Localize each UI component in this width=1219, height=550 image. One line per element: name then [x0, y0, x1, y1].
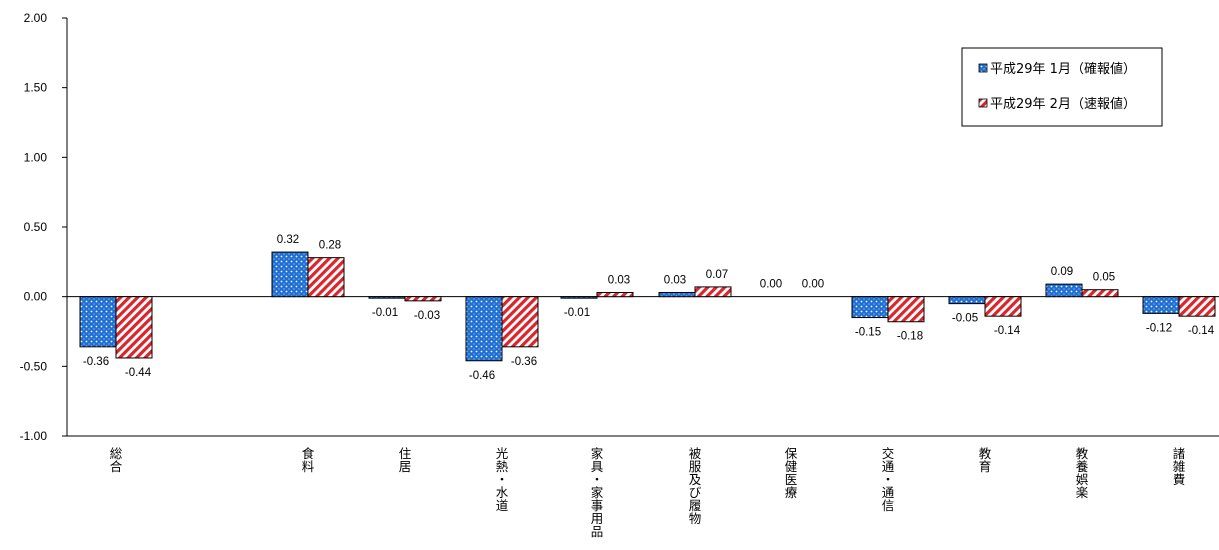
data-labels: -0.36 -0.44 0.32 0.28 -0.01 -0.03 -0.46 -0.36 -0… [83, 234, 1215, 382]
category-label: 食料 [302, 446, 315, 474]
category-label: 総合 [110, 446, 123, 474]
bar-series-2 [887, 296, 925, 323]
category-label: 諸雑費 [1173, 446, 1186, 487]
category-label: 家具・家事用品 [591, 446, 604, 539]
data-label-series-1: -0.01 [372, 307, 398, 319]
y-tick-label: 0.00 [24, 290, 48, 304]
data-label-series-2: 0.00 [802, 279, 824, 291]
bar-series-1 [948, 296, 986, 305]
data-label-series-1: 0.09 [1051, 266, 1073, 278]
bar-series-2 [984, 296, 1022, 317]
category-label: 教養娯楽 [1076, 446, 1089, 500]
data-label-series-2: -0.44 [125, 367, 152, 379]
y-tick-label: -0.50 [20, 359, 48, 373]
data-label-series-2: 0.03 [608, 274, 630, 286]
data-label-series-2: -0.14 [994, 325, 1021, 337]
bar-series-2 [1081, 289, 1119, 298]
category-label: 交通・通信 [882, 446, 895, 513]
data-label-series-2: -0.14 [1188, 325, 1215, 337]
y-tick-label: -1.00 [20, 429, 48, 443]
legend-swatch-s2 [978, 98, 988, 108]
bar-series-1 [560, 296, 598, 299]
bar-series-1 [658, 291, 696, 298]
data-label-series-2: -0.36 [511, 356, 537, 368]
category-label: 保健医療 [785, 446, 798, 500]
data-label-series-2: 0.28 [319, 240, 341, 252]
bar-series-2 [694, 286, 732, 298]
y-tick-label: 0.50 [24, 220, 48, 234]
bar-series-2 [115, 296, 153, 359]
category-label: 教育 [979, 446, 992, 474]
data-label-series-1: -0.36 [83, 356, 109, 368]
y-tick-label: 2.00 [24, 11, 48, 25]
data-label-series-1: -0.15 [855, 327, 881, 339]
bar-series-1 [1045, 283, 1083, 298]
data-label-series-1: -0.12 [1146, 322, 1172, 334]
legend-label-s1: 平成29年 1月（確報値） [990, 61, 1136, 77]
legend: 平成29年 1月（確報値） 平成29年 2月（速報値） [961, 47, 1163, 127]
category-labels: 総合 食料 住居 光熱・水道 家具・家事用品 被服及び履物 保健医療 交通・通信 教育 教養娯楽 諸… [110, 446, 1186, 539]
category-label: 光熱・水道 [496, 446, 509, 513]
bar-series-2 [1178, 296, 1216, 317]
legend-label-s2: 平成29年 2月（速報値） [990, 96, 1136, 112]
y-tick-label: 1.00 [24, 150, 48, 164]
y-tick-label: 1.50 [24, 81, 48, 95]
bar-series-1 [465, 296, 503, 362]
bar-series-1 [1142, 296, 1180, 314]
legend-swatch-s1 [978, 63, 988, 73]
data-label-series-2: -0.03 [414, 310, 440, 322]
data-label-series-1: 0.00 [760, 279, 782, 291]
bar-series-1 [271, 251, 309, 298]
data-label-series-2: 0.07 [706, 269, 728, 281]
data-label-series-1: -0.01 [564, 307, 590, 319]
axes: 2.00 1.50 1.00 0.50 0.00 -0.50 -1.00 [20, 11, 1219, 443]
data-label-series-2: 0.05 [1093, 272, 1115, 284]
legend-box [961, 47, 1163, 127]
data-label-series-1: -0.46 [469, 370, 495, 382]
bar-series-2 [307, 257, 345, 298]
bar-series-1 [851, 296, 889, 319]
category-label: 被服及び履物 [689, 446, 702, 526]
data-label-series-1: 0.03 [664, 274, 686, 286]
bar-series-2 [404, 296, 442, 302]
data-label-series-1: 0.32 [277, 234, 299, 246]
data-label-series-2: -0.18 [897, 331, 923, 343]
data-label-series-1: -0.05 [952, 313, 978, 325]
bar-series-1 [368, 296, 406, 299]
bar-series-2 [596, 291, 634, 298]
bar-series-2 [501, 296, 539, 348]
bars [79, 251, 1216, 362]
category-label: 住居 [399, 446, 412, 474]
bar-series-1 [79, 296, 117, 348]
